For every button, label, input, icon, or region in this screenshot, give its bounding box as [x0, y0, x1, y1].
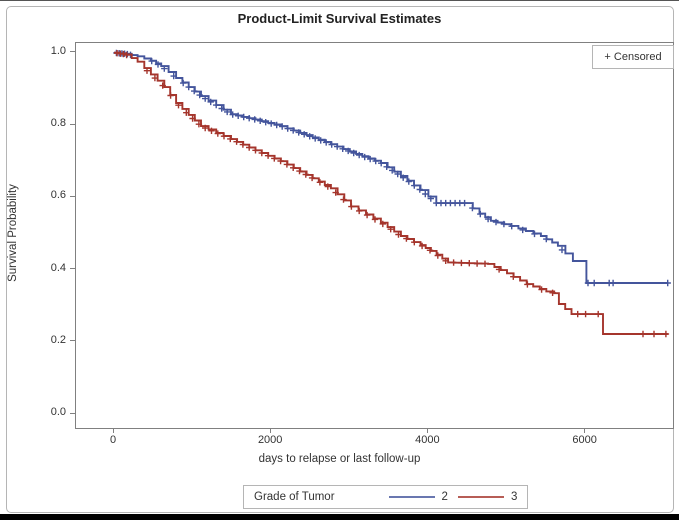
y-tick — [70, 340, 75, 342]
legend-item-grade3: 3 — [457, 491, 518, 503]
y-tick-label: 0.2 — [50, 333, 66, 346]
grade3-line-swatch — [457, 496, 504, 498]
x-tick — [269, 428, 271, 433]
y-tick-label: 1.0 — [50, 44, 66, 57]
legend-title: Grade of Tumor — [254, 491, 335, 503]
y-tick — [70, 123, 75, 125]
y-tick — [70, 268, 75, 270]
y-tick-label: 0.4 — [50, 261, 66, 274]
survival-curve-grade-3 — [114, 51, 668, 335]
censored-legend-box: + Censored — [592, 45, 674, 69]
x-tick — [112, 428, 114, 433]
x-tick-label: 4000 — [415, 434, 440, 446]
window-top-edge — [0, 0, 679, 1]
x-axis-title: days to relapse or last follow-up — [258, 453, 421, 465]
censor-marks-grade-3 — [113, 50, 670, 338]
y-tick-label: 0.6 — [50, 189, 66, 202]
censored-legend-label: + Censored — [604, 51, 662, 63]
x-tick-label: 0 — [109, 434, 117, 446]
grade2-label: 2 — [441, 491, 448, 503]
x-tick — [584, 428, 586, 433]
y-axis-title: Survival Probability — [7, 184, 19, 282]
group-legend-box: Grade of Tumor 2 3 — [243, 485, 529, 509]
y-tick-label: 0.8 — [50, 117, 66, 130]
grade3-label: 3 — [510, 491, 518, 503]
x-tick-label: 6000 — [572, 434, 597, 446]
x-tick-label: 2000 — [257, 434, 283, 446]
window-bottom-bar — [0, 514, 679, 520]
page-title: Product-Limit Survival Estimates — [237, 11, 442, 26]
y-tick — [70, 51, 75, 53]
censor-marks-grade-2 — [113, 49, 671, 287]
survival-curves-canvas — [113, 49, 671, 338]
y-tick — [70, 412, 75, 414]
survival-curve-grade-2 — [114, 51, 668, 284]
y-tick — [70, 195, 75, 197]
legend-item-grade2: 2 — [388, 491, 448, 503]
grade2-line-swatch — [388, 496, 435, 498]
plot-area — [75, 42, 674, 429]
y-tick-label: 0.0 — [50, 406, 66, 419]
x-tick — [426, 428, 428, 433]
